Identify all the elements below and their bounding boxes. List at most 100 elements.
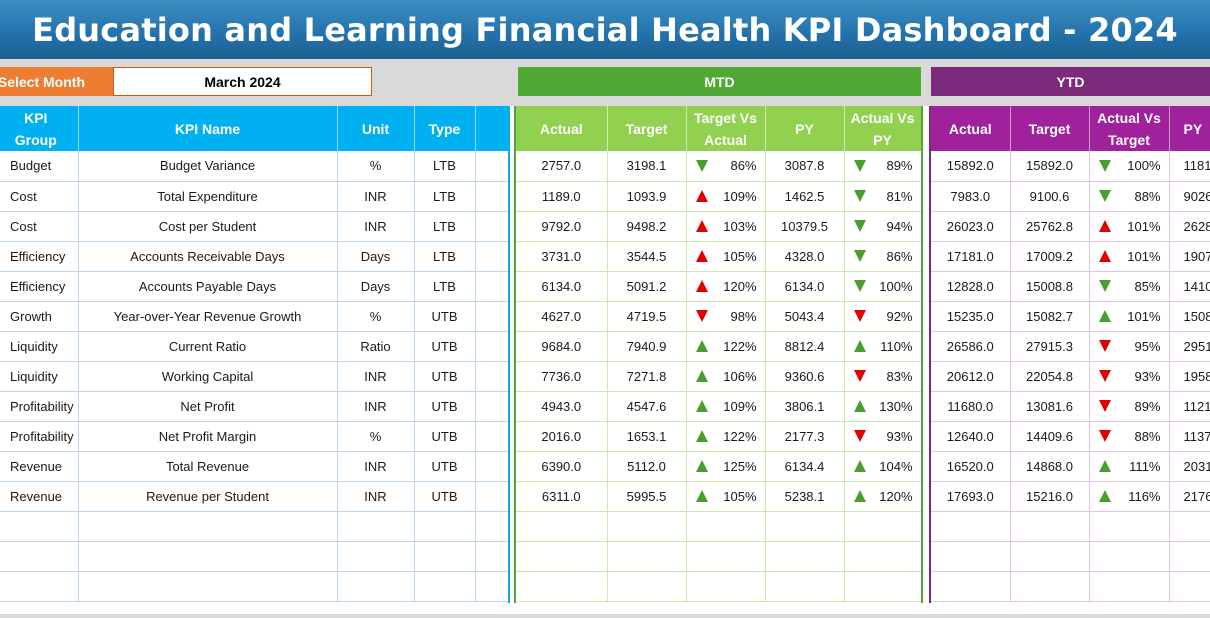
table-row: Revenue Revenue per Student INR UTB — [0, 481, 508, 512]
header-kpi-name: KPI Name — [78, 106, 338, 151]
empty-cell — [516, 541, 608, 572]
green-down-arrow-icon — [853, 159, 866, 172]
mtd-target-cell: 5112.0 — [607, 451, 687, 482]
percent-value: 116% — [1128, 488, 1161, 504]
table-row: 6134.0 5091.2 120% 6134.0 100% — [516, 271, 921, 302]
unit-cell: Ratio — [337, 331, 415, 362]
ytd-actual-cell: 16520.0 — [931, 451, 1011, 482]
table-row: Liquidity Current Ratio Ratio UTB — [0, 331, 508, 362]
empty-cell — [516, 571, 608, 602]
empty-cell — [1089, 571, 1170, 602]
mtd-header-target-vs-actual: Target Vs Actual — [686, 106, 766, 151]
red-up-arrow-icon — [695, 190, 708, 202]
ytd-py-cell: 1181 — [1169, 151, 1210, 182]
table-row: Efficiency Accounts Payable Days Days LTB — [0, 271, 508, 302]
ytd-actual-cell: 26586.0 — [931, 331, 1011, 362]
empty-cell — [0, 541, 79, 572]
percent-value: 100% — [1127, 158, 1161, 174]
mtd-target-vs-actual-cell: 125% — [686, 451, 766, 482]
red-down-arrow-icon — [695, 310, 708, 322]
kpi-name-cell: Total Expenditure — [78, 181, 338, 212]
mtd-target-vs-actual-cell: 98% — [686, 301, 766, 332]
ytd-actual-vs-target-cell: 89% — [1089, 391, 1170, 422]
percent-value: 88% — [1134, 188, 1161, 204]
mtd-actual-cell: 6311.0 — [516, 481, 608, 512]
green-down-arrow-icon — [1098, 159, 1111, 172]
type-cell: LTB — [414, 271, 476, 302]
mtd-actual-cell: 7736.0 — [516, 361, 608, 392]
red-up-arrow-icon — [695, 220, 708, 232]
empty-cell — [0, 511, 79, 542]
ytd-actual-cell: 7983.0 — [931, 181, 1011, 212]
empty-cell — [844, 511, 921, 542]
red-down-arrow-icon — [853, 430, 866, 442]
percent-value: 120% — [879, 488, 913, 504]
empty-cell — [1169, 571, 1210, 602]
month-selector[interactable]: March 2024 — [113, 67, 372, 96]
mtd-actual-cell: 3731.0 — [516, 241, 608, 272]
percent-value: 89% — [886, 158, 913, 174]
spacer-cell — [475, 151, 508, 182]
percent-value: 81% — [886, 188, 913, 204]
type-cell: UTB — [414, 391, 476, 422]
table-row: 2757.0 3198.1 86% 3087.8 89% — [516, 151, 921, 182]
kpi-group-cell: Efficiency — [0, 271, 79, 302]
ytd-target-cell: 15008.8 — [1010, 271, 1090, 302]
mtd-target-cell: 1653.1 — [607, 421, 687, 452]
kpi-group-cell: Revenue — [0, 481, 79, 512]
ytd-py-cell: 2628 — [1169, 211, 1210, 242]
ytd-actual-cell: 15892.0 — [931, 151, 1011, 182]
mtd-target-vs-actual-cell: 120% — [686, 271, 766, 302]
ytd-py-cell: 1907 — [1169, 241, 1210, 272]
table-row: Profitability Net Profit INR UTB — [0, 391, 508, 422]
type-cell: LTB — [414, 151, 476, 182]
percent-value: 103% — [723, 218, 757, 234]
spacer-cell — [475, 181, 508, 212]
type-cell: LTB — [414, 211, 476, 242]
ytd-actual-cell: 15235.0 — [931, 301, 1011, 332]
ytd-target-cell: 9100.6 — [1010, 181, 1090, 212]
red-up-arrow-icon — [1098, 250, 1111, 262]
select-month-label: Select Month — [0, 67, 113, 96]
empty-cell — [686, 511, 766, 542]
mtd-actual-vs-py-cell: 104% — [844, 451, 921, 482]
ytd-actual-vs-target-cell: 101% — [1089, 241, 1170, 272]
type-cell: UTB — [414, 361, 476, 392]
kpi-info-table: KPI Group KPI Name Unit Type Budget Budge… — [0, 106, 508, 602]
mtd-actual-cell: 2016.0 — [516, 421, 608, 452]
empty-cell — [1089, 511, 1170, 542]
kpi-name-cell: Accounts Payable Days — [78, 271, 338, 302]
unit-cell: % — [337, 151, 415, 182]
table-row: 7983.0 9100.6 88% 9026 — [931, 181, 1210, 212]
green-up-arrow-icon — [695, 370, 708, 382]
mtd-py-cell: 9360.6 — [765, 361, 845, 392]
ytd-actual-cell: 17693.0 — [931, 481, 1011, 512]
red-down-arrow-icon — [1098, 400, 1111, 412]
ytd-target-cell: 22054.8 — [1010, 361, 1090, 392]
percent-value: 92% — [886, 308, 913, 324]
type-cell: UTB — [414, 451, 476, 482]
header-type: Type — [414, 106, 476, 151]
empty-cell — [844, 541, 921, 572]
spacer-cell — [475, 391, 508, 422]
percent-value: 106% — [723, 368, 757, 384]
mtd-actual-cell: 4627.0 — [516, 301, 608, 332]
kpi-name-cell: Budget Variance — [78, 151, 338, 182]
mtd-header-target: Target — [607, 106, 687, 151]
mtd-target-cell: 4547.6 — [607, 391, 687, 422]
ytd-panel: Actual Target Actual Vs Target PY 15892.… — [929, 106, 1210, 603]
kpi-group-cell: Liquidity — [0, 331, 79, 362]
percent-value: 101% — [1127, 248, 1161, 264]
kpi-group-cell: Budget — [0, 151, 79, 182]
mtd-target-cell: 3198.1 — [607, 151, 687, 182]
ytd-actual-vs-target-cell: 101% — [1089, 301, 1170, 332]
spacer-cell — [475, 211, 508, 242]
ytd-target-cell: 13081.6 — [1010, 391, 1090, 422]
percent-value: 86% — [886, 248, 913, 264]
percent-value: 100% — [879, 278, 913, 294]
empty-cell — [337, 511, 415, 542]
ytd-actual-cell: 11680.0 — [931, 391, 1011, 422]
percent-value: 93% — [886, 428, 913, 444]
ytd-py-cell: 1121 — [1169, 391, 1210, 422]
percent-value: 130% — [879, 398, 913, 414]
